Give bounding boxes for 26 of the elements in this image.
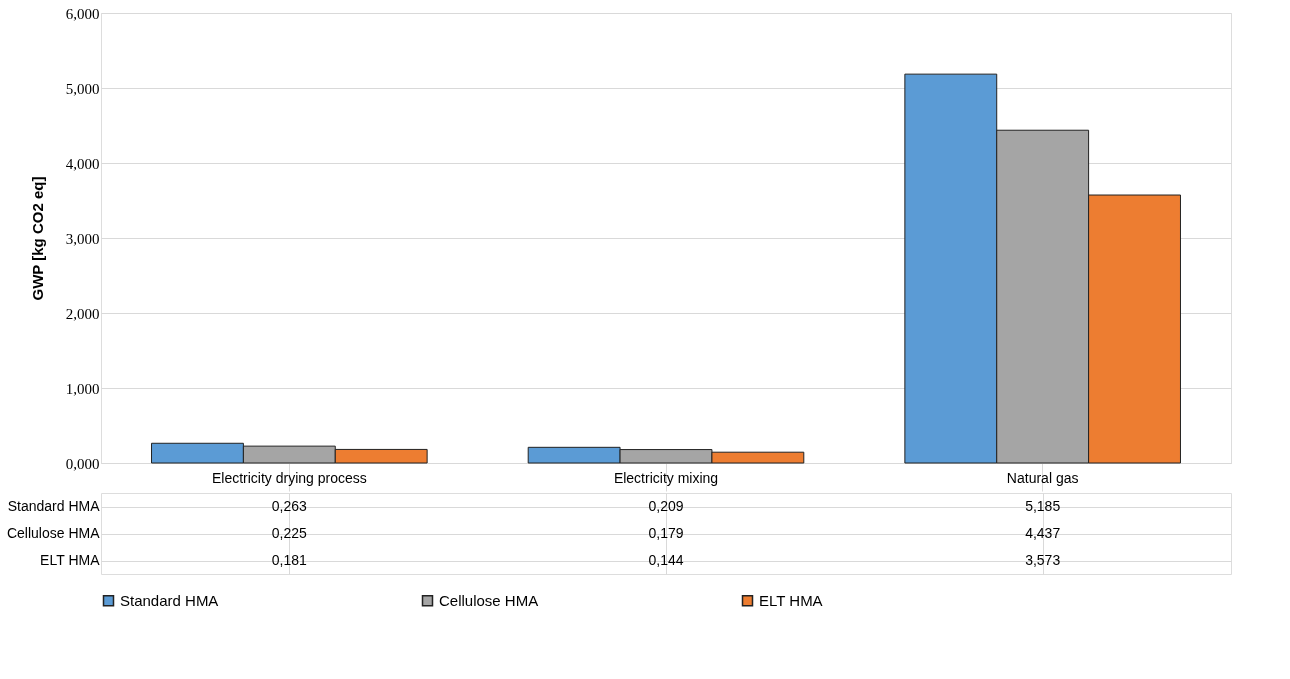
data-label: 0,179 — [648, 524, 684, 541]
x-tick-label: Electricity drying process — [211, 469, 367, 486]
legend-label: Cellulose HMA — [439, 591, 539, 609]
x-tick-label: Electricity mixing — [613, 469, 719, 486]
data-label: 0,209 — [648, 497, 684, 514]
y-tick-label: 3,000 — [65, 230, 100, 247]
y-tick-label: 4,000 — [65, 155, 100, 172]
y-tick-label: 1,000 — [65, 380, 100, 397]
data-label: 0,181 — [271, 551, 308, 568]
data-label: 0,263 — [271, 497, 308, 514]
text: Cellulose HMA — [6, 525, 100, 541]
data-label: 0,144 — [648, 551, 684, 568]
x-tick-label: Natural gas — [1006, 469, 1079, 486]
data-label: 5,185 — [1025, 497, 1061, 514]
data-label: 3,573 — [1025, 551, 1061, 568]
legend-label: Standard HMA — [120, 591, 219, 609]
data-label: 0,225 — [271, 524, 308, 541]
y-tick-label: 2,000 — [65, 305, 100, 322]
legend-label: ELT HMA — [759, 591, 823, 609]
y-tick-label: 6,000 — [65, 5, 100, 22]
data-label: 4,437 — [1025, 524, 1061, 541]
text: Standard HMA — [7, 498, 100, 514]
y-axis-title: GWP [kg CO2 eq] — [28, 176, 46, 301]
y-tick-label: 5,000 — [65, 80, 100, 97]
text: ELT HMA — [40, 552, 100, 568]
y-tick-label: 0,000 — [65, 455, 100, 472]
